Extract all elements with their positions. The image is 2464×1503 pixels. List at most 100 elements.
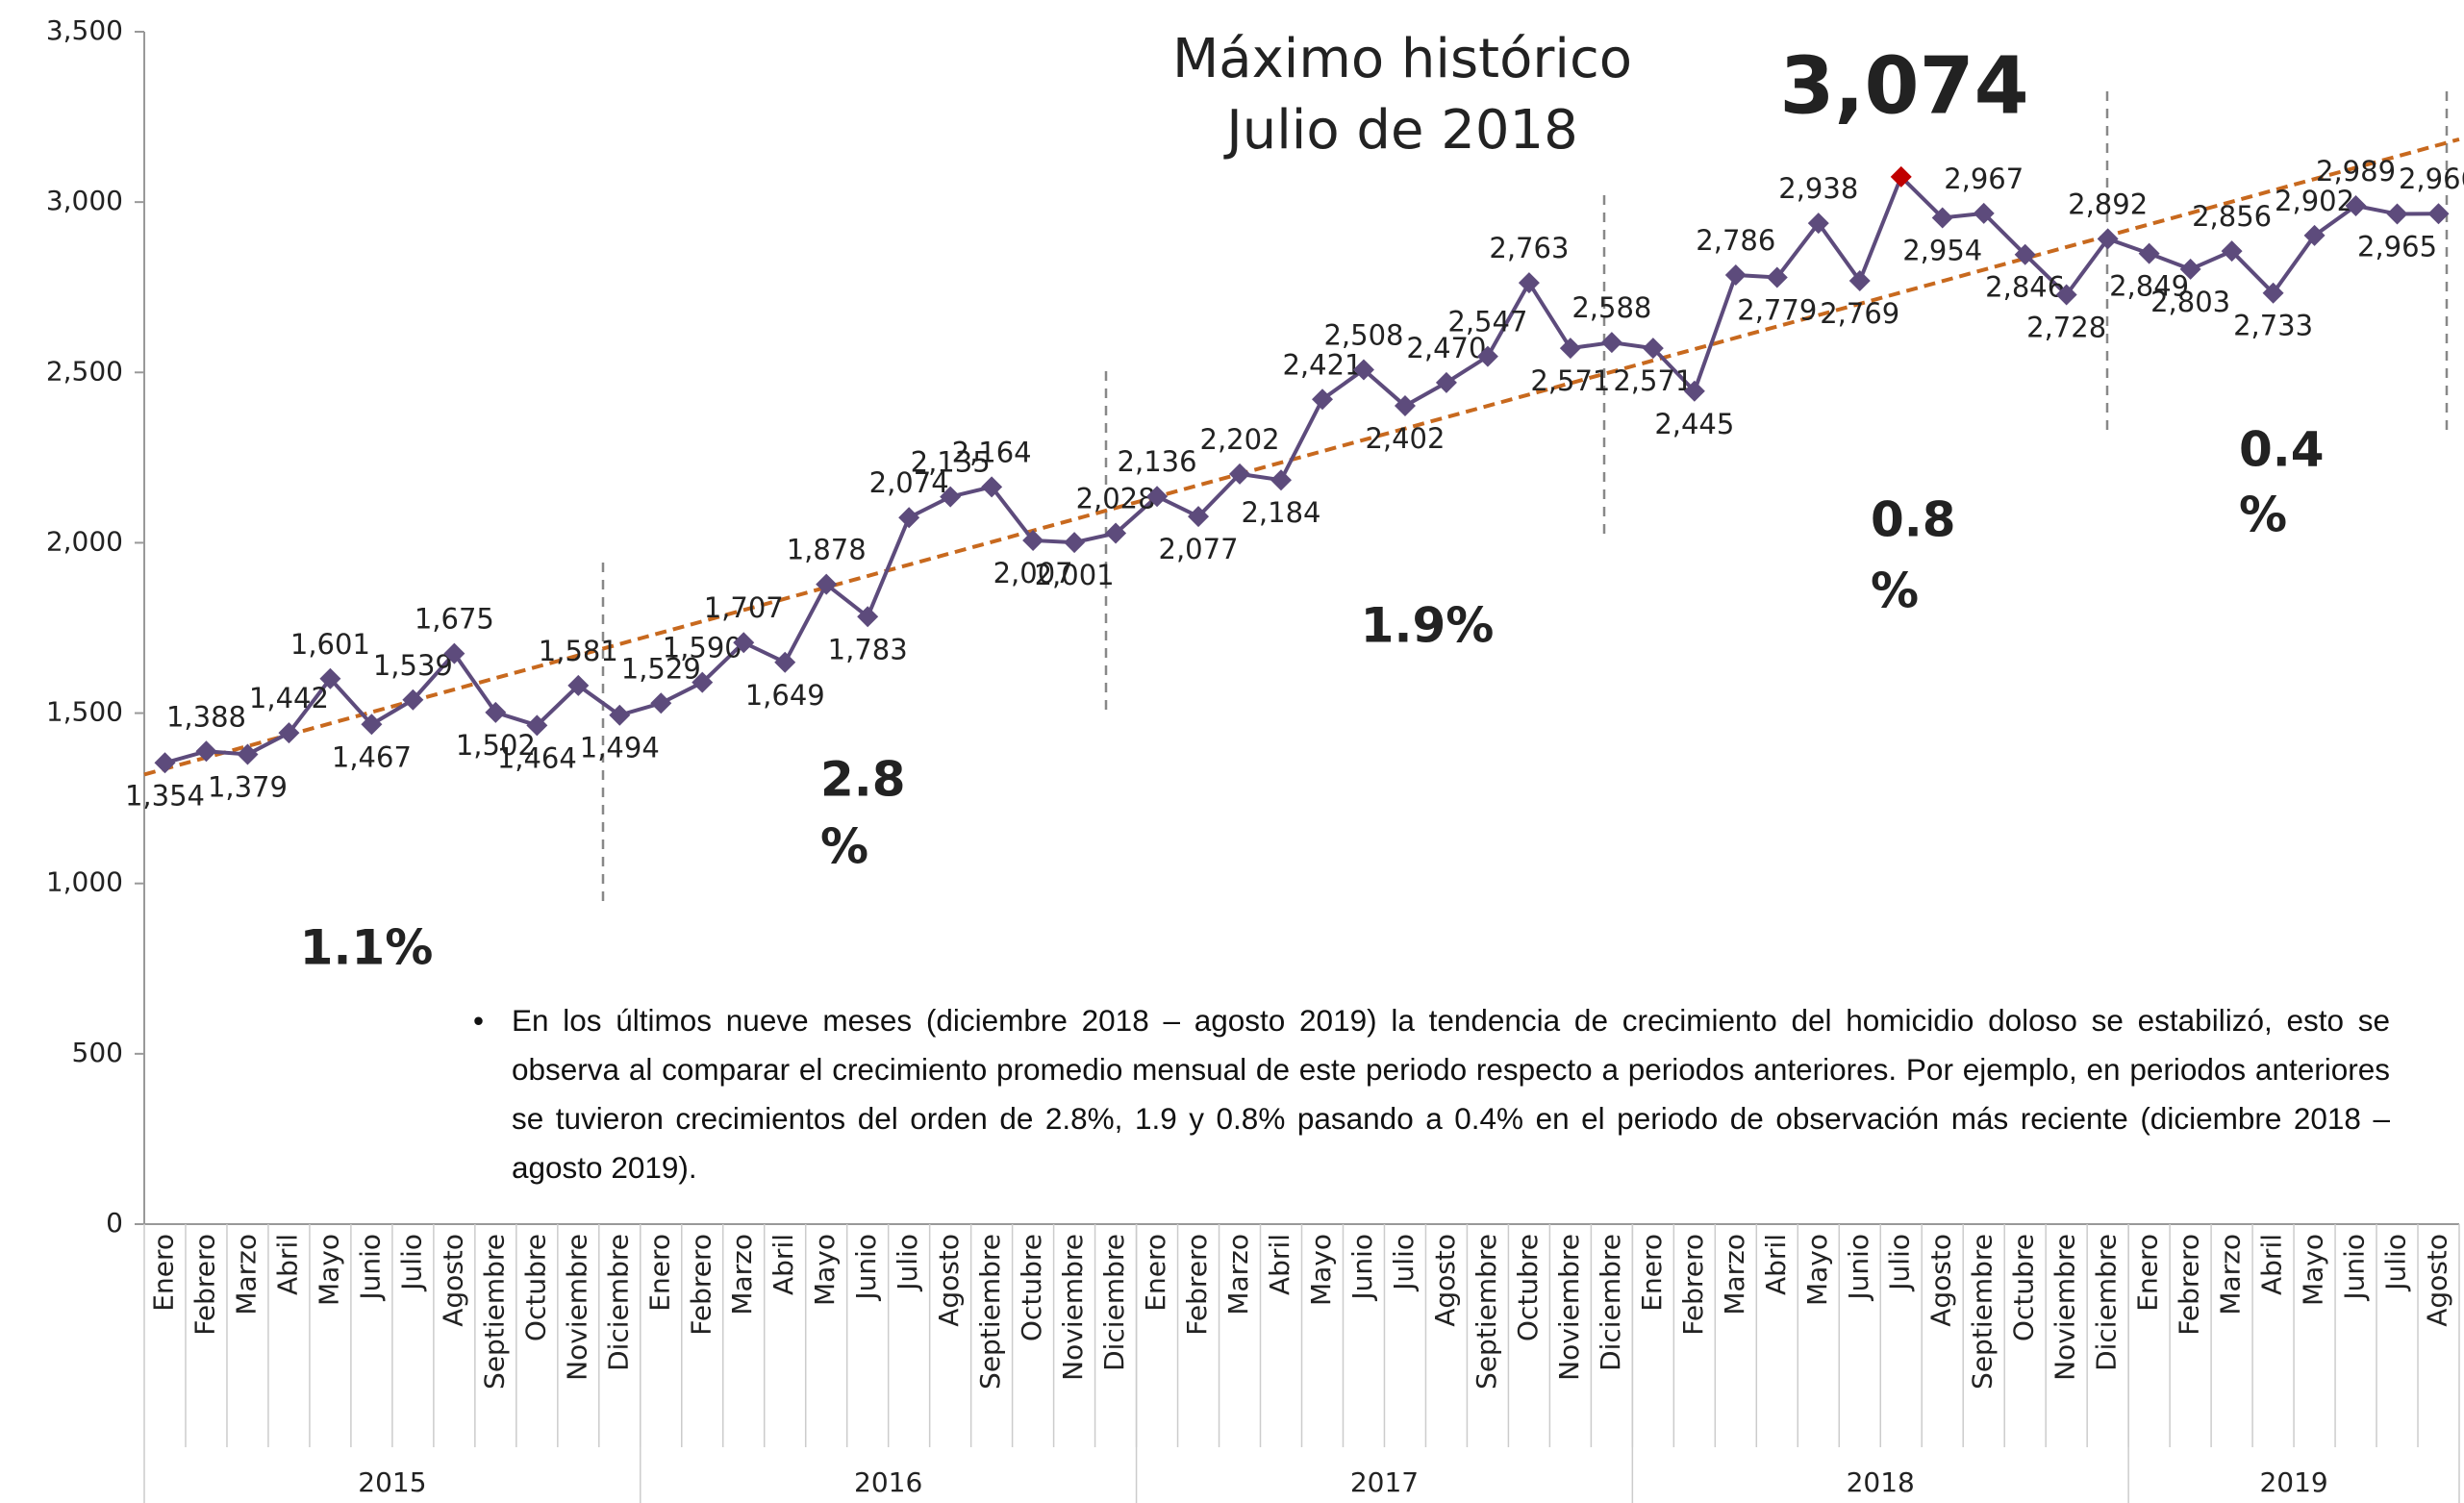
x-tick-label: Febrero [2174, 1234, 2205, 1336]
y-tick-label: 500 [72, 1037, 123, 1068]
x-tick-label: Julio [1884, 1234, 1916, 1292]
data-label: 2,779 [1737, 293, 1817, 326]
data-point [2139, 243, 2160, 264]
data-label: 2,803 [2150, 286, 2230, 318]
data-label: 2,202 [1200, 423, 1280, 456]
data-label: 2,989 [2316, 155, 2396, 188]
record-label: 3,074 [1779, 40, 2028, 132]
data-point [1725, 264, 1747, 286]
data-label: 1,464 [497, 741, 577, 774]
data-label: 2,184 [1241, 496, 1320, 529]
data-label: 1,601 [290, 628, 370, 661]
data-label: 1,675 [415, 603, 494, 636]
x-tick-label: Julio [395, 1234, 427, 1292]
growth-label: % [2239, 488, 2287, 543]
data-label: 1,707 [704, 591, 784, 624]
y-tick-label: 3,000 [46, 185, 123, 216]
x-tick-label: Septiembre [974, 1234, 1006, 1390]
data-point [650, 692, 671, 714]
data-label: 2,588 [1571, 291, 1651, 324]
data-point [1064, 532, 1085, 553]
x-tick-label: Octubre [2008, 1234, 2040, 1341]
data-label: 2,966 [2399, 163, 2464, 195]
data-point [154, 752, 175, 773]
x-tick-label: Diciembre [1595, 1234, 1626, 1371]
x-tick-label: Julio [1388, 1234, 1420, 1292]
data-label: 2,028 [1076, 483, 1156, 515]
year-label: 2019 [2259, 1466, 2327, 1498]
x-tick-label: Diciembre [2091, 1234, 2123, 1371]
growth-label: 1.1% [300, 920, 434, 976]
year-label: 2015 [358, 1466, 426, 1498]
x-tick-label: Diciembre [1098, 1234, 1130, 1371]
data-label: 1,494 [580, 732, 660, 764]
x-tick-label: Octubre [1512, 1234, 1544, 1341]
data-point [1560, 338, 1581, 359]
chart: Máximo histórico Julio de 2018 05001,000… [0, 0, 2464, 1503]
data-label: 1,379 [208, 770, 288, 803]
x-tick-label: Noviembre [561, 1234, 592, 1381]
x-tick-label: Junio [850, 1234, 882, 1302]
data-label: 2,892 [2068, 188, 2148, 220]
x-tick-label: Febrero [685, 1234, 717, 1336]
growth-label: 0.8 [1871, 492, 1956, 548]
x-tick-label: Junio [2339, 1234, 2371, 1302]
data-label: 2,571 [1530, 364, 1610, 397]
data-point [1519, 272, 1540, 293]
x-tick-label: Octubre [519, 1234, 551, 1341]
x-tick-label: Agosto [1925, 1234, 1957, 1327]
x-tick-label: Julio [2380, 1234, 2412, 1292]
data-label: 1,581 [539, 635, 618, 667]
data-label: 1,467 [332, 740, 412, 773]
x-tick-label: Febrero [189, 1234, 220, 1336]
data-label: 2,954 [1902, 234, 1982, 266]
data-label: 2,728 [2026, 312, 2106, 344]
data-label: 2,402 [1365, 422, 1445, 455]
bullet-note: •En los últimos nueve meses (diciembre 2… [473, 996, 2390, 1192]
x-tick-label: Abril [2256, 1234, 2288, 1295]
data-label: 2,136 [1118, 445, 1197, 478]
x-tick-label: Agosto [2422, 1234, 2453, 1327]
x-tick-label: Septiembre [1967, 1234, 1999, 1390]
x-tick-label: Abril [271, 1234, 303, 1295]
data-label: 2,508 [1323, 318, 1403, 351]
data-label: 2,769 [1820, 297, 1899, 330]
growth-label: % [820, 819, 868, 875]
data-label: 1,442 [249, 682, 329, 714]
bullet: • [473, 996, 512, 1192]
year-label: 2018 [1847, 1466, 1915, 1498]
page: Máximo histórico Julio de 2018 05001,000… [0, 0, 2464, 1503]
data-label: 1,388 [166, 700, 246, 733]
year-label: 2017 [1350, 1466, 1419, 1498]
x-tick-label: Mayo [809, 1234, 841, 1306]
data-point [1270, 469, 1292, 490]
x-tick-label: Julio [892, 1234, 923, 1292]
data-label: 1,878 [787, 534, 867, 566]
data-label: 2,733 [2233, 310, 2313, 342]
y-tick-label: 2,500 [46, 355, 123, 387]
x-tick-label: Diciembre [602, 1234, 634, 1371]
data-label: 2,965 [2357, 231, 2437, 263]
x-tick-label: Noviembre [2049, 1234, 2081, 1381]
data-label: 2,445 [1654, 408, 1734, 440]
data-point [898, 507, 919, 528]
data-label: 2,846 [1985, 271, 2065, 304]
title: Julio de 2018 [1223, 99, 1578, 162]
data-label: 2,938 [1778, 172, 1858, 205]
x-tick-label: Junio [354, 1234, 386, 1302]
x-tick-label: Marzo [1222, 1234, 1254, 1315]
y-tick-label: 2,000 [46, 525, 123, 557]
x-tick-label: Agosto [933, 1234, 965, 1327]
x-tick-label: Marzo [2215, 1234, 2247, 1315]
x-tick-label: Mayo [2298, 1234, 2329, 1306]
x-tick-label: Octubre [1016, 1234, 1047, 1341]
x-tick-label: Enero [2132, 1234, 2164, 1312]
x-tick-label: Abril [1760, 1234, 1792, 1295]
x-tick-label: Febrero [1677, 1234, 1709, 1336]
y-tick-label: 1,500 [46, 696, 123, 728]
data-label: 1,783 [828, 633, 908, 665]
x-tick-label: Agosto [1429, 1234, 1461, 1327]
x-tick-label: Febrero [1181, 1234, 1213, 1336]
data-label: 2,547 [1447, 306, 1527, 338]
data-label: 2,421 [1282, 348, 1362, 381]
